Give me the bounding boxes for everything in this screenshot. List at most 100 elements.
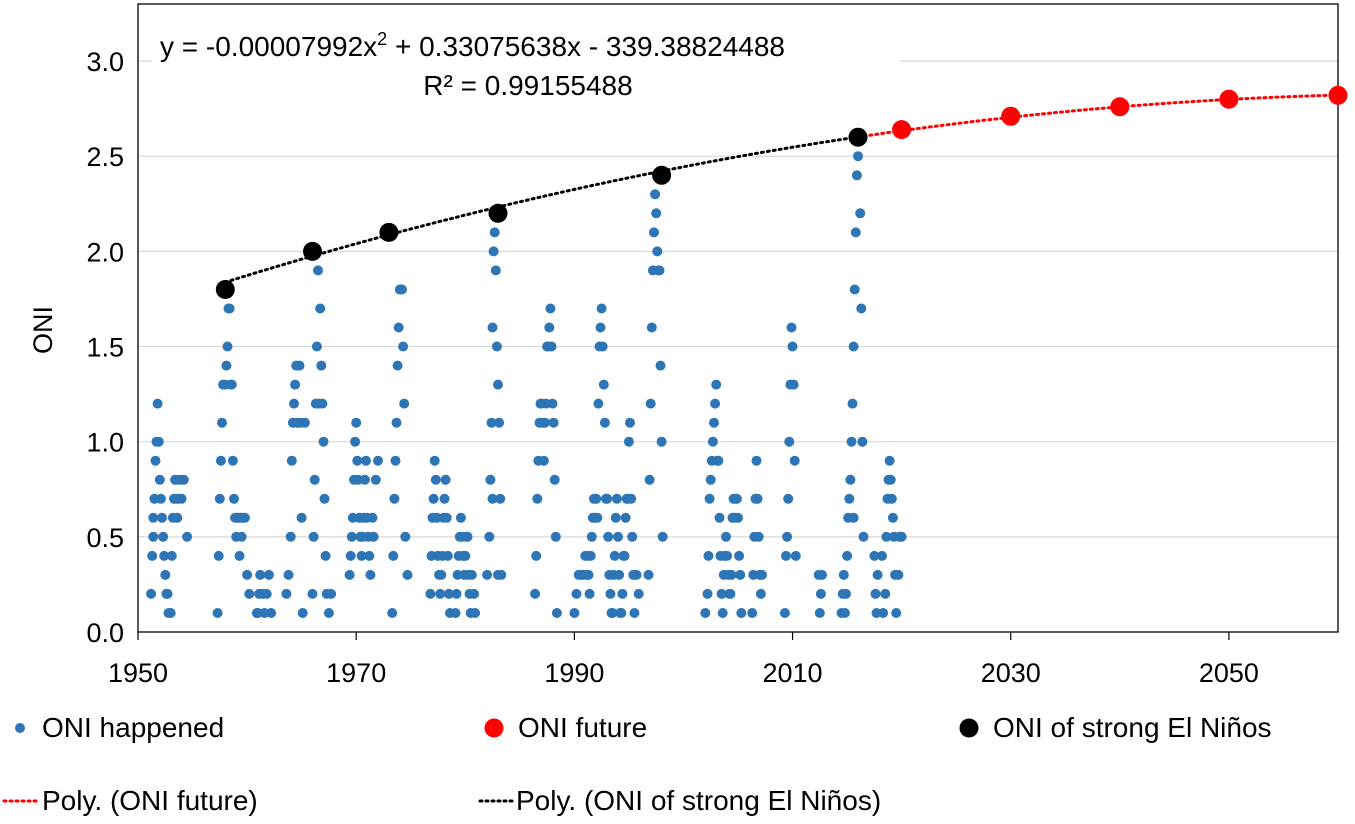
point-oni-happened [443,588,454,599]
series-oni-happened [146,132,907,618]
point-oni-happened [146,588,157,599]
point-oni-happened [736,608,747,618]
point-oni-happened [717,608,728,618]
point-oni-happened [790,550,801,561]
point-oni-happened [290,379,301,390]
point-oni-happened [784,436,795,447]
point-oni-happened [713,455,724,466]
point-oni-happened [176,493,187,504]
legend-item-oni-happened: ONI happened [15,712,224,743]
point-oni-happened [147,550,158,561]
point-oni-happened [735,569,746,580]
y-tick-label: 2.5 [86,142,124,172]
point-oni-happened [886,493,897,504]
point-oni-future [1219,89,1239,109]
point-oni-happened [487,322,498,333]
point-oni-happened [592,512,603,523]
point-oni-happened [482,569,493,580]
y-tick-label: 0.0 [86,618,124,648]
point-oni-happened [368,531,379,542]
point-oni-happened [569,608,580,618]
point-oni-happened [847,398,858,409]
point-oni-happened [398,341,409,352]
point-oni-happened [484,531,495,542]
point-oni-happened [286,455,297,466]
point-oni-happened [539,417,550,428]
point-oni-happened [531,550,542,561]
point-oni-happened [817,569,827,580]
equation-prefix: y = -0.00007992x [160,31,377,62]
point-oni-happened [644,474,655,485]
point-oni-happened [361,455,371,466]
point-oni-happened [430,474,441,485]
point-oni-happened [583,569,594,580]
point-oni-happened [155,493,166,504]
point-oni-happened [613,531,623,542]
trendline-equation: y = -0.00007992x2 + 0.33075638x - 339.38… [152,26,900,104]
point-oni-happened [896,531,907,542]
point-oni-happened [182,531,193,542]
point-oni-happened [289,398,299,409]
point-oni-happened [263,569,274,580]
x-tick-label: 2010 [763,658,823,688]
point-oni-happened [307,588,318,599]
point-oni-happened [551,608,562,618]
point-oni-happened [586,531,597,542]
point-oni-happened [597,341,608,352]
point-oni-happened [294,360,305,371]
point-oni-happened [215,455,226,466]
point-oni-happened [323,608,334,618]
point-oni-happened [841,588,851,599]
point-oni-happened [266,608,277,618]
point-oni-happened [387,608,398,618]
point-oni-happened [429,455,440,466]
point-oni-happened [814,608,825,618]
point-oni-happened [494,417,505,428]
point-oni-happened [356,550,367,561]
point-oni-happened [631,569,642,580]
point-oni-happened [212,608,223,618]
legend-item-oni-strong: ONI of strong El Niños [959,712,1272,743]
point-oni-happened [838,569,849,580]
point-oni-happened [887,512,898,523]
point-oni-happened [239,512,250,523]
point-oni-happened [221,360,232,371]
point-oni-happened [891,608,902,618]
point-oni-happened [436,569,447,580]
point-oni-happened [318,436,329,447]
point-oni-happened [435,588,446,599]
point-oni-happened [747,608,758,618]
point-oni-happened [550,531,561,542]
point-oni-happened [716,588,727,599]
legend-label-poly-future: Poly. (ONI future) [42,785,258,816]
point-oni-happened [388,550,399,561]
point-oni-happened [373,455,383,466]
point-oni-happened [617,588,628,599]
point-oni-happened [546,341,557,352]
point-oni-happened [326,588,337,599]
legend-item-oni-future: ONI future [484,712,647,743]
point-oni-happened [370,474,381,485]
equation-suffix: + 0.33075638x - 339.38824488 [387,31,785,62]
point-oni-happened [297,608,308,618]
point-oni-happened [651,208,662,219]
point-oni-happened [281,588,292,599]
point-oni-happened [858,531,869,542]
point-oni-happened [649,227,659,238]
point-oni-happened [703,550,714,561]
point-oni-happened [657,531,668,542]
point-oni-happened [788,379,799,390]
point-oni-happened [656,436,667,447]
point-oni-happened [367,512,378,523]
point-oni-happened [593,398,604,409]
point-oni-strong [488,203,508,223]
point-oni-happened [148,512,159,523]
point-oni-happened [849,284,860,295]
point-oni-happened [493,569,503,580]
x-tick-label: 2030 [981,658,1041,688]
point-oni-happened [726,569,737,580]
point-oni-happened [392,360,403,371]
point-oni-happened [390,455,401,466]
y-tick-label: 0.5 [86,523,124,553]
